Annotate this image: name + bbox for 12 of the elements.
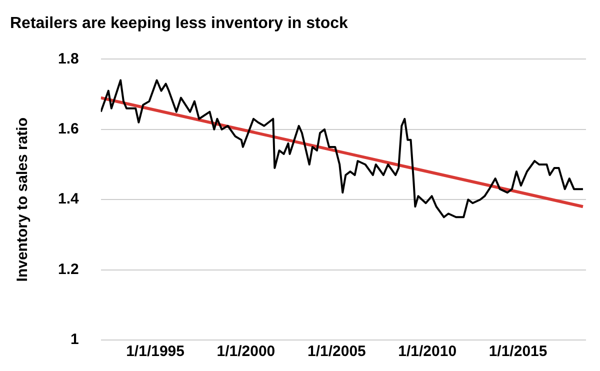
x-tick-label: 1/1/2015 — [488, 343, 548, 360]
y-tick-label: 1 — [70, 331, 79, 348]
y-tick-label: 1.8 — [58, 50, 79, 68]
x-tick-label: 1/1/1995 — [126, 343, 184, 360]
y-tick-label: 1.6 — [58, 120, 79, 138]
x-tick-label: 1/1/2005 — [307, 343, 366, 360]
chart-title: Retailers are keeping less inventory in stock — [10, 15, 348, 32]
x-tick-label: 1/1/2000 — [216, 343, 276, 360]
y-axis-title: Inventory to sales ratio — [14, 117, 32, 282]
x-tick-label: 1/1/2010 — [398, 343, 457, 360]
y-tick-label: 1.2 — [58, 260, 79, 278]
y-tick-label: 1.4 — [58, 190, 80, 208]
